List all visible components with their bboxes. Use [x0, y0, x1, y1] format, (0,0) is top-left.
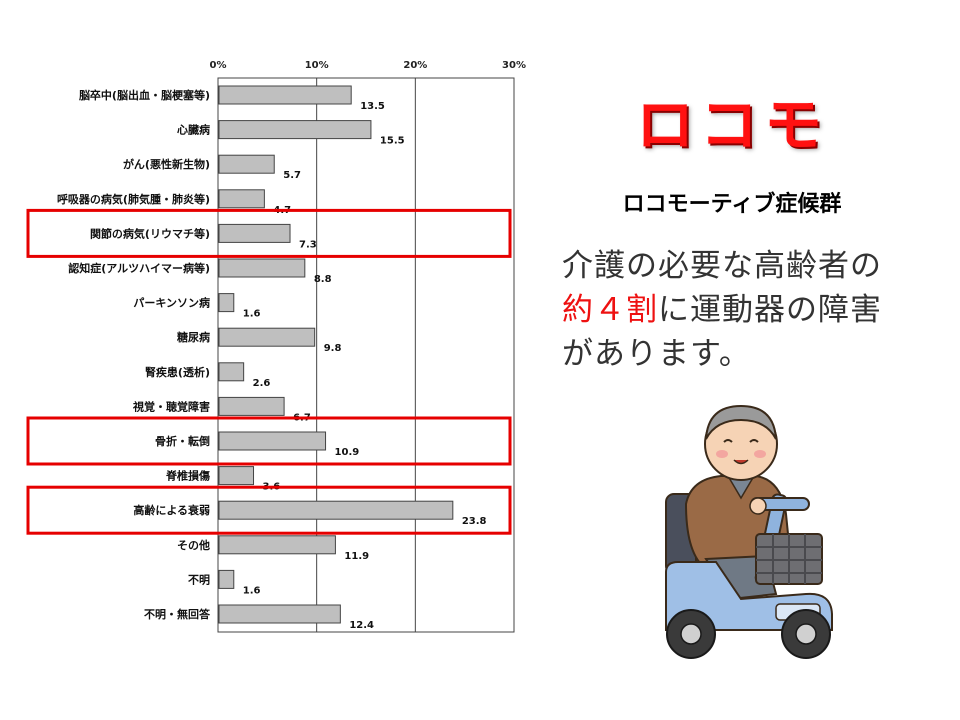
- data-label: 23.8: [462, 516, 487, 527]
- category-label: 脳卒中(脳出血・脳梗塞等): [79, 88, 210, 102]
- category-label: その他: [177, 538, 210, 552]
- data-label: 13.5: [360, 101, 385, 112]
- highlight-boxes: [26, 208, 512, 535]
- category-label: 不明: [188, 573, 210, 586]
- data-label: 5.7: [283, 170, 301, 181]
- category-label: 糖尿病: [177, 330, 210, 344]
- data-label: 1.6: [243, 585, 261, 596]
- category-label: 視覚・聴覚障害: [132, 399, 210, 413]
- data-label: 9.8: [324, 343, 342, 354]
- category-label: 脊椎損傷: [165, 469, 210, 483]
- category-label: 関節の病気(リウマチ等): [90, 226, 210, 240]
- plot-frame: [217, 77, 515, 633]
- bar: [218, 500, 454, 520]
- category-label: がん(悪性新生物): [123, 157, 210, 171]
- body-text-highlight: 約４割: [562, 292, 658, 328]
- data-label: 15.5: [380, 136, 405, 147]
- body-text-part-1: 介護の必要な高齢者の: [562, 248, 882, 284]
- bar: [218, 431, 327, 451]
- data-label: 7.3: [299, 239, 317, 250]
- slide-subtitle: ロコモーティブ症候群: [622, 192, 842, 217]
- x-tick-label: 10%: [305, 60, 329, 71]
- slide-title: ロコモ: [635, 91, 828, 159]
- highlight-box: [26, 416, 512, 466]
- bar: [218, 293, 235, 313]
- bar: [218, 604, 341, 624]
- bar: [218, 569, 235, 589]
- category-label: 不明・無回答: [144, 607, 211, 621]
- category-label: 骨折・転倒: [155, 434, 210, 448]
- bar: [218, 535, 336, 555]
- category-label: パーキンソン病: [133, 296, 210, 310]
- category-label: 腎疾患(透析): [145, 365, 210, 379]
- data-label: 11.9: [344, 551, 369, 562]
- elderly-man-on-mobility-scooter-icon: [665, 404, 833, 659]
- data-label: 8.8: [314, 274, 332, 285]
- category-label: 呼吸器の病気(肺気腫・肺炎等): [57, 192, 210, 206]
- body-text-part-2: に運動器の障害があります。: [562, 292, 882, 372]
- data-label: 2.6: [253, 378, 271, 389]
- slide-body-text: 介護の必要な高齢者の約４割に運動器の障害があります。: [562, 244, 912, 376]
- bar: [218, 466, 255, 486]
- bar: [218, 362, 245, 382]
- highlight-box: [26, 485, 512, 535]
- bar: [218, 223, 291, 243]
- data-label: 12.4: [349, 620, 374, 631]
- bar-chart: 0% 10% 20% 30% 脳卒中(脳出血・脳梗塞等) 13.5 心臓病 15.5 がん(悪…: [26, 60, 526, 633]
- category-label: 心臓病: [177, 123, 210, 137]
- bar: [218, 327, 316, 347]
- chart-bars: 脳卒中(脳出血・脳梗塞等) 13.5 心臓病 15.5 がん(悪性新生物) 5.7 呼吸器の…: [57, 85, 487, 631]
- x-tick-label: 20%: [403, 60, 427, 71]
- data-label: 1.6: [243, 309, 261, 320]
- x-tick-label: 0%: [210, 60, 227, 71]
- data-label: 10.9: [335, 447, 360, 458]
- highlight-box: [26, 208, 512, 258]
- bar: [218, 85, 352, 105]
- x-tick-label: 30%: [502, 60, 526, 71]
- category-label: 高齢による衰弱: [133, 503, 210, 517]
- bar: [218, 258, 306, 278]
- bar: [218, 189, 265, 209]
- bar: [218, 154, 275, 174]
- category-label: 認知症(アルツハイマー病等): [68, 261, 210, 275]
- bar: [218, 396, 285, 416]
- bar: [218, 120, 372, 140]
- x-axis-ticks: 0% 10% 20% 30%: [210, 60, 526, 71]
